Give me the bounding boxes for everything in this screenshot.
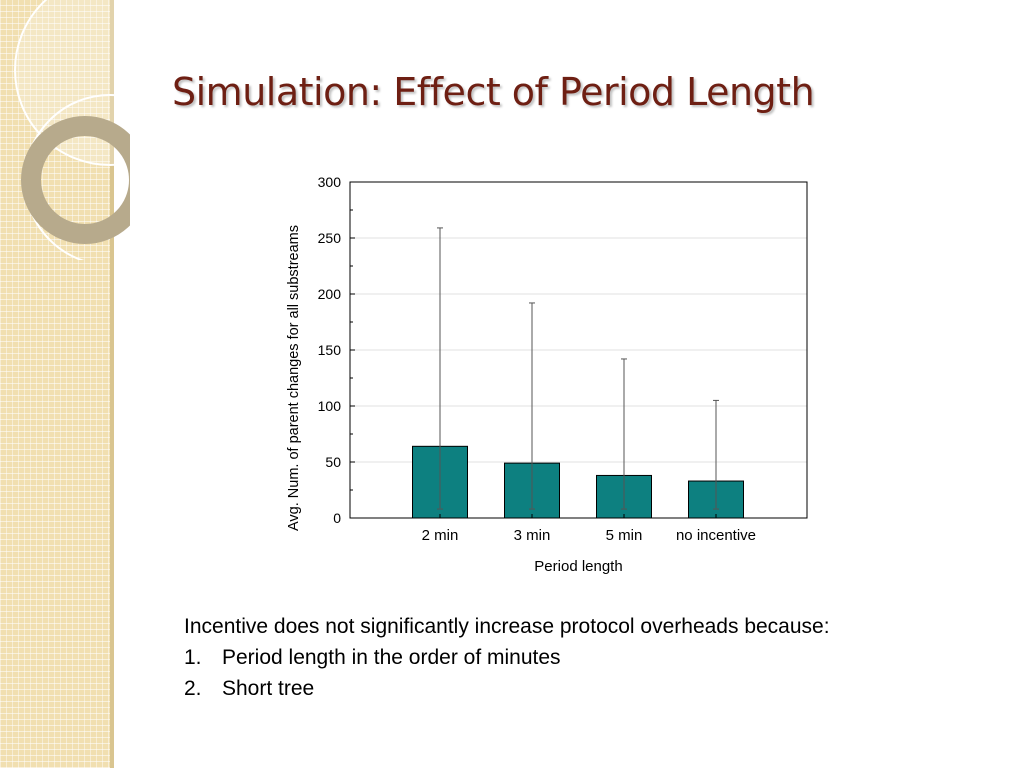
notes: Incentive does not significantly increas…: [184, 611, 830, 704]
note-number: 2.: [184, 677, 202, 700]
note-text: Short tree: [222, 677, 315, 700]
error-bars: [437, 227, 719, 510]
x-tick-label: no incentive: [676, 527, 756, 544]
y-tick-label: 300: [318, 174, 342, 190]
slide-title: Simulation: Effect of Period Length: [172, 70, 815, 114]
y-axis-label: Avg. Num. of parent changes for all subs…: [286, 225, 302, 531]
note-item-1: 1. Period length in the order of minutes: [184, 642, 830, 673]
note-number: 1.: [184, 646, 202, 669]
y-tick-label: 200: [318, 286, 342, 302]
y-tick-label: 250: [318, 230, 342, 246]
bar-chart: 0 50 100 150 200 250 300 2 min 3 min 5 min no inc…: [286, 174, 808, 575]
y-tick-label: 100: [318, 398, 342, 414]
x-axis-label: Period length: [534, 558, 622, 575]
x-tick-label: 3 min: [514, 527, 551, 544]
grid-lines: [350, 237, 807, 463]
decorative-circles: [14, 0, 130, 260]
y-ticks: 0 50 100 150 200 250 300: [318, 174, 717, 526]
y-tick-label: 150: [318, 342, 342, 358]
axis-labels: 2 min 3 min 5 min no incentive Period length…: [286, 225, 756, 575]
y-tick-label: 0: [333, 510, 341, 526]
y-tick-label: 50: [325, 454, 341, 470]
x-tick-label: 2 min: [422, 527, 459, 544]
note-item-2: 2. Short tree: [184, 673, 830, 704]
note-text: Period length in the order of minutes: [222, 646, 561, 669]
x-tick-label: 5 min: [606, 527, 643, 544]
decorative-side-edge: [110, 0, 114, 768]
bars: [412, 445, 744, 519]
notes-intro: Incentive does not significantly increas…: [184, 615, 830, 638]
